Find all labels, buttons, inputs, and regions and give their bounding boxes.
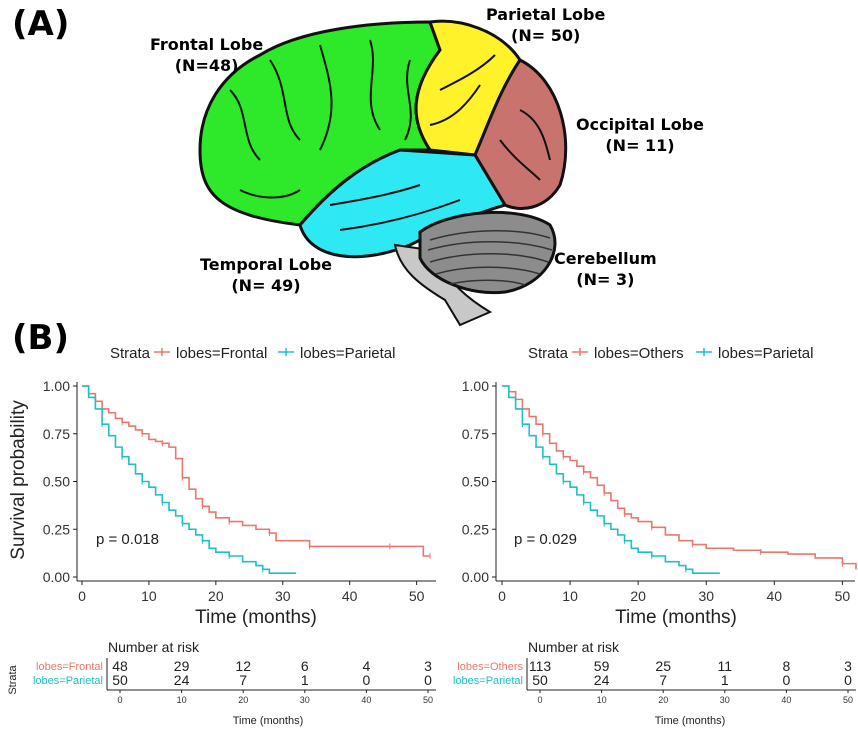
p-value: p = 0.029: [514, 531, 577, 548]
occipital-lobe-region: [473, 58, 568, 210]
y-tick-label: 0.00: [43, 569, 70, 585]
x-tick-label: 20: [208, 588, 224, 604]
x-tick-label: 20: [630, 588, 646, 604]
y-tick-label: 1.00: [462, 378, 489, 394]
legend-title: Strata: [528, 345, 569, 362]
km-curve-lobes-others: [502, 385, 857, 570]
risk-row-label-frontal: lobes=Frontal: [36, 661, 103, 673]
risk-cell: 24: [174, 672, 190, 688]
risk-cell: 24: [594, 672, 610, 688]
legend-label-others: lobes=Others: [594, 345, 684, 362]
risk-tick-label: 10: [177, 695, 187, 705]
x-tick-label: 40: [767, 588, 783, 604]
risk-cell: 113: [529, 658, 552, 674]
risk-cell: 1: [301, 672, 309, 688]
risk-x-axis-title: Time (months): [655, 715, 726, 727]
risk-tick-label: 20: [238, 695, 248, 705]
x-axis-title: Time (months): [195, 607, 317, 628]
x-tick-label: 0: [78, 588, 86, 604]
x-tick-label: 0: [498, 588, 506, 604]
risk-cell: 6: [301, 658, 309, 674]
p-value: p = 0.018: [96, 531, 159, 548]
legend-left: Strata lobes=Frontal lobes=Parietal: [110, 345, 395, 362]
x-tick-label: 10: [562, 588, 578, 604]
risk-tick-label: 30: [720, 695, 730, 705]
risk-row-label-others: lobes=Others: [457, 661, 523, 673]
chart-right: Strata lobes=Others lobes=Parietal 0.00 0…: [453, 345, 857, 727]
risk-cell: 0: [363, 672, 371, 688]
risk-cell: 4: [363, 658, 371, 674]
risk-table-title: Number at risk: [528, 639, 620, 655]
risk-cell: 59: [594, 658, 610, 674]
risk-cell: 0: [783, 672, 791, 688]
x-tick-label: 40: [342, 588, 358, 604]
cerebellum-label: Cerebellum (N= 3): [554, 249, 657, 289]
risk-cell: 12: [235, 658, 251, 674]
risk-cell: 1: [721, 672, 729, 688]
km-curve-lobes-parietal: [502, 385, 720, 574]
risk-cell: 7: [659, 672, 667, 688]
risk-tick-label: 0: [117, 695, 122, 705]
occipital-lobe-label: Occipital Lobe (N= 11): [576, 115, 704, 155]
frontal-lobe-label: Frontal Lobe (N=48): [150, 35, 264, 75]
risk-row-label-parietal: lobes=Parietal: [33, 675, 103, 687]
risk-tick-label: 40: [361, 695, 371, 705]
risk-cell: 3: [844, 658, 852, 674]
risk-tick-label: 50: [423, 695, 433, 705]
y-tick-label: 0.75: [462, 426, 489, 442]
km-curve-lobes-parietal: [82, 385, 297, 574]
panel-a-label: (A): [12, 4, 70, 44]
risk-cell: 11: [718, 658, 733, 674]
panel-b-label: (B): [12, 318, 69, 358]
risk-tick-label: 10: [597, 695, 607, 705]
risk-x-axis-title: Time (months): [233, 715, 304, 727]
y-tick-label: 0.50: [43, 474, 70, 490]
x-tick-label: 50: [409, 588, 425, 604]
risk-table-strata-label: Strata: [7, 664, 19, 694]
risk-cell: 0: [844, 672, 852, 688]
risk-cell: 50: [532, 672, 548, 688]
risk-tick-label: 30: [300, 695, 310, 705]
y-axis-title: Survival probability: [8, 400, 29, 560]
legend-right: Strata lobes=Others lobes=Parietal: [528, 345, 813, 362]
y-tick-label: 0.25: [462, 521, 489, 537]
y-tick-label: 0.00: [462, 569, 489, 585]
risk-tick-label: 0: [537, 695, 542, 705]
temporal-lobe-label: Temporal Lobe (N= 49): [200, 255, 332, 295]
legend-label-frontal: lobes=Frontal: [176, 345, 267, 362]
x-tick-label: 10: [141, 588, 157, 604]
y-tick-label: 0.25: [43, 521, 70, 537]
risk-cell: 25: [655, 658, 671, 674]
risk-cell: 50: [112, 672, 128, 688]
x-tick-label: 50: [835, 588, 851, 604]
risk-cell: 8: [783, 658, 791, 674]
x-axis-title: Time (months): [615, 607, 737, 628]
risk-tick-label: 50: [843, 695, 853, 705]
risk-cell: 48: [112, 658, 128, 674]
risk-tick-label: 20: [658, 695, 668, 705]
risk-cell: 29: [174, 658, 190, 674]
risk-cell: 3: [424, 658, 432, 674]
y-tick-label: 1.00: [43, 378, 70, 394]
risk-table-title: Number at risk: [108, 639, 200, 655]
risk-row-label-parietal: lobes=Parietal: [453, 675, 523, 687]
y-tick-label: 0.50: [462, 474, 489, 490]
chart-left: Strata lobes=Frontal lobes=Parietal 0.00…: [7, 345, 436, 727]
x-tick-label: 30: [698, 588, 714, 604]
risk-tick-label: 40: [781, 695, 791, 705]
parietal-lobe-label: Parietal Lobe (N= 50): [486, 5, 606, 45]
y-tick-label: 0.75: [43, 426, 70, 442]
km-charts: Survival probability Strata lobes=Fronta…: [7, 345, 857, 727]
risk-cell: 7: [239, 672, 247, 688]
risk-cell: 0: [424, 672, 432, 688]
x-tick-label: 30: [275, 588, 291, 604]
legend-title: Strata: [110, 345, 151, 362]
brain-diagram: [198, 19, 568, 327]
legend-label-parietal: lobes=Parietal: [300, 345, 395, 362]
legend-label-parietal: lobes=Parietal: [718, 345, 813, 362]
